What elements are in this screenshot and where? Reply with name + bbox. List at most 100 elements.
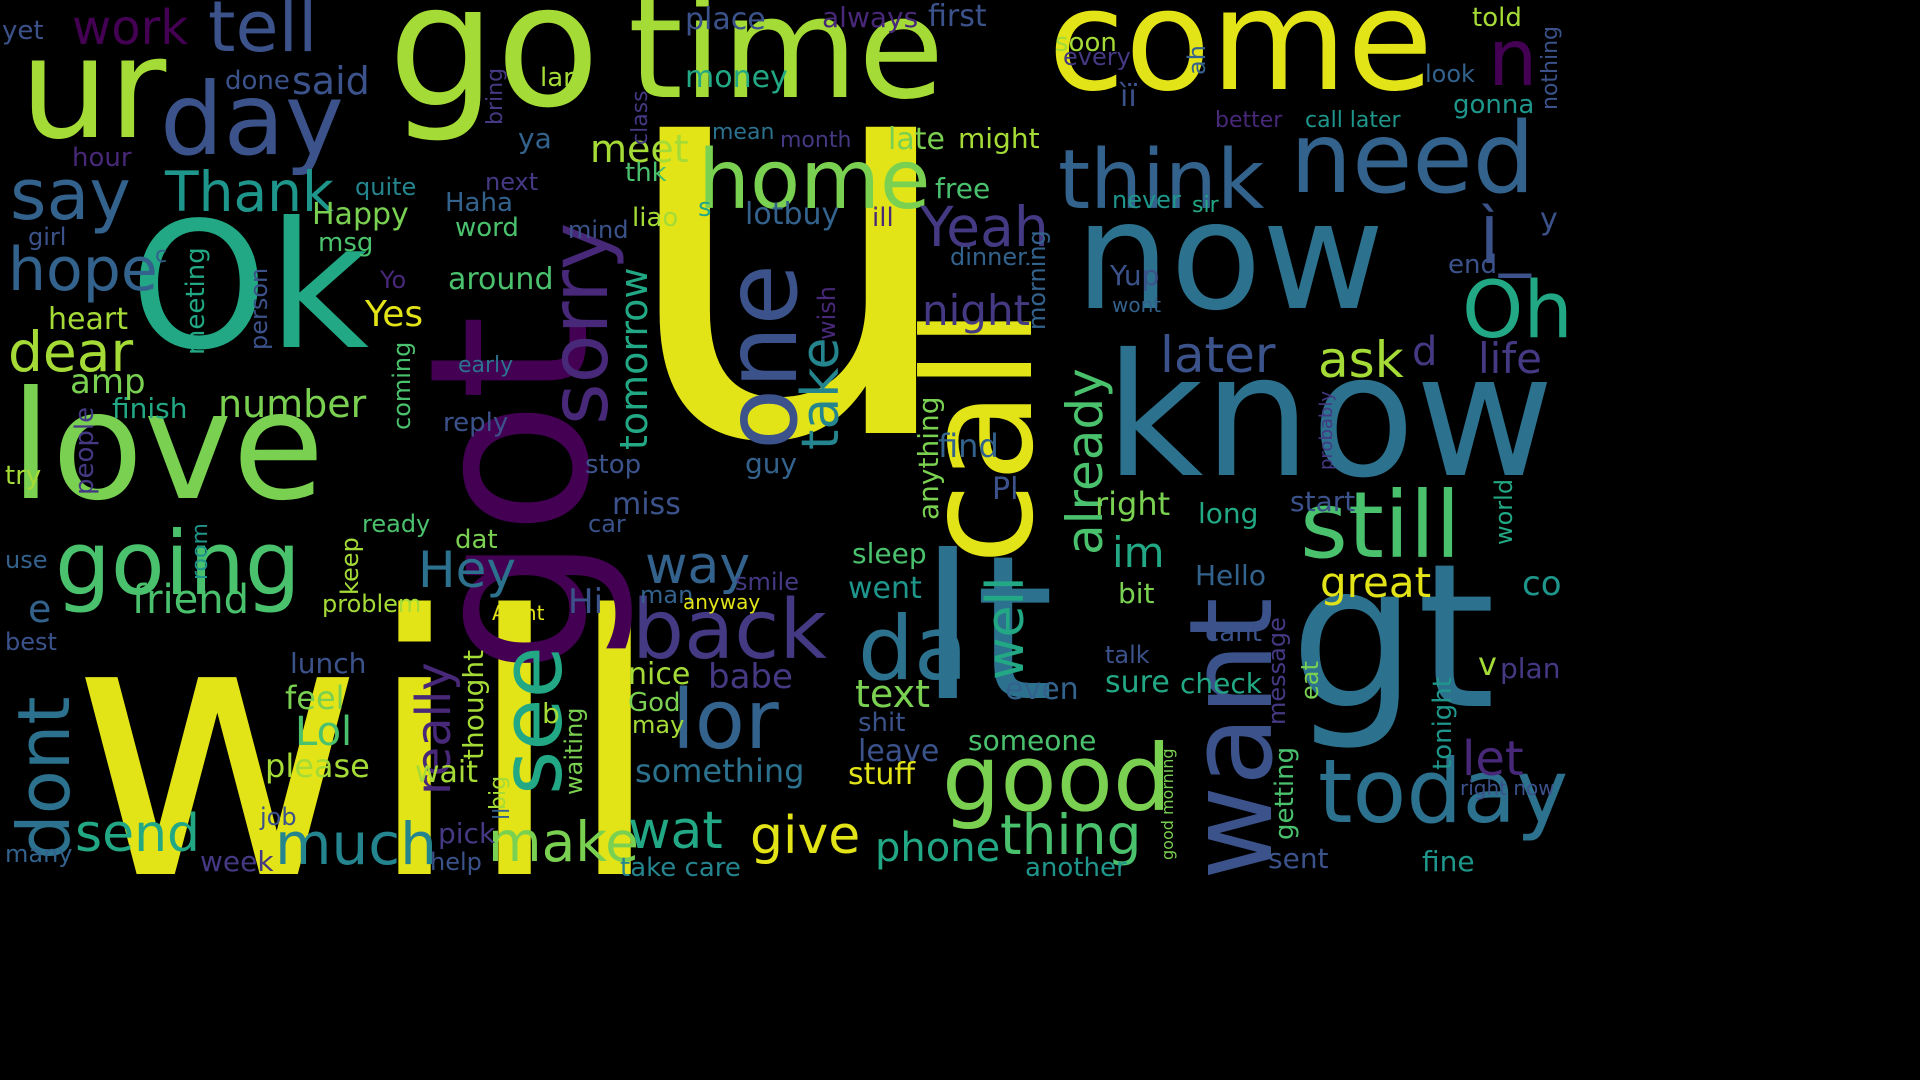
word-sorry: sorry [533, 222, 626, 425]
word-dear: dear [8, 320, 134, 384]
word-yo: Yo [380, 266, 407, 294]
word-check: check [1180, 667, 1262, 700]
word-end: end [1448, 250, 1497, 280]
word-thought: thought [457, 649, 490, 760]
word-mind: mind [568, 216, 629, 244]
word-send: send [75, 804, 201, 864]
word-liao: liao [632, 203, 679, 233]
word-take-care: take care [620, 853, 741, 883]
word-mean: mean [712, 120, 775, 145]
word-make: make [488, 810, 640, 874]
word-shit: shit [858, 708, 906, 738]
word-reply: reply [443, 408, 509, 438]
word-hi: Hi [568, 582, 604, 622]
word-wish: wish [813, 285, 841, 340]
word-ah: ah [1183, 45, 1211, 75]
word-ii: ìï [1120, 79, 1137, 114]
word-may: may [632, 711, 685, 739]
word-soon: soon [1055, 28, 1117, 58]
word-heart: heart [48, 302, 128, 337]
word-lotbuy: lotbuy [745, 197, 840, 232]
word-first: first [928, 0, 987, 34]
word-good-morning: good morning [1158, 748, 1177, 860]
word-amp: amp [70, 362, 146, 402]
word-life: life [1478, 334, 1542, 383]
word-time: time [628, 0, 945, 131]
word-text: text [855, 672, 930, 716]
word-big: big [486, 775, 511, 810]
word-never: never [1112, 186, 1181, 214]
word-another: another [1025, 853, 1127, 883]
word-even: even [1005, 672, 1079, 707]
word-lunch: lunch [290, 647, 367, 680]
word-way: way [645, 536, 751, 596]
word-da: da [858, 597, 968, 700]
word-lar: lar [540, 63, 574, 93]
word-man: man [640, 581, 694, 609]
word-wait: wait [415, 755, 479, 790]
word-many: many [5, 840, 73, 868]
word-week: week [200, 845, 274, 878]
word-ll: ll [490, 807, 515, 820]
word-bit: bit [1118, 577, 1155, 610]
word-plan: plan [1500, 652, 1561, 685]
word-think: think [1058, 133, 1265, 228]
word-night: night [922, 286, 1031, 335]
word-meet: meet [590, 127, 689, 171]
word-already: already [1056, 368, 1114, 555]
word-sir: sir [1192, 193, 1219, 218]
word-home: home [698, 133, 931, 228]
word-said: said [292, 59, 370, 103]
word-babe: babe [708, 657, 793, 697]
word-say: say [10, 154, 131, 236]
word-went: went [848, 571, 922, 606]
word-dat: dat [455, 525, 498, 555]
word-people: people [70, 406, 100, 495]
word-next: next [485, 168, 539, 196]
word-thing: thing [1000, 803, 1142, 867]
word-oh: Oh [1462, 266, 1573, 356]
word-gonna: gonna [1453, 90, 1535, 120]
word-i-underscore: Ì_ [1480, 205, 1531, 279]
word-work: work [72, 0, 189, 56]
word-haha: Haha [445, 188, 513, 218]
word-ya: ya [518, 122, 552, 155]
word-person: person [245, 267, 273, 350]
word-might: might [958, 122, 1040, 155]
word-early: early [458, 353, 514, 378]
word-c: c [155, 243, 168, 268]
word-getting: getting [1270, 746, 1300, 840]
word-keep: keep [336, 537, 364, 595]
word-right-now: right now [1460, 776, 1555, 800]
word-gt: gt [1290, 521, 1496, 754]
word-friend: friend [132, 577, 249, 623]
word-cant: cant [1205, 618, 1262, 648]
word-wat: wat [628, 801, 723, 861]
word-hey: Hey [418, 541, 516, 599]
word-wont: wont [1112, 293, 1162, 317]
word-always: always [822, 1, 919, 34]
word-still: still [1300, 472, 1461, 579]
word-anyway: anyway [683, 590, 761, 614]
word-problem: problem [322, 590, 422, 618]
word-place: place [685, 2, 766, 37]
word-coming: coming [388, 341, 416, 430]
word-pl: Pl [992, 472, 1019, 507]
word-free: free [935, 172, 991, 205]
word-n: n [1488, 14, 1538, 104]
word-number: number [218, 382, 367, 426]
word-stuff: stuff [848, 757, 916, 792]
word-y: y [1540, 202, 1558, 237]
word-tell: tell [208, 0, 318, 68]
word-told: told [1472, 3, 1522, 33]
word-lor: lor [672, 673, 779, 768]
word-back: back [632, 583, 827, 678]
word-nice: nice [628, 657, 691, 692]
word-lol: Lol [295, 709, 353, 755]
word-tomorrow: tomorrow [612, 267, 656, 451]
word-try: try [5, 461, 42, 491]
word-yet: yet [2, 16, 44, 46]
word-ask: ask [1318, 331, 1404, 389]
word-dont: dont [2, 696, 86, 860]
